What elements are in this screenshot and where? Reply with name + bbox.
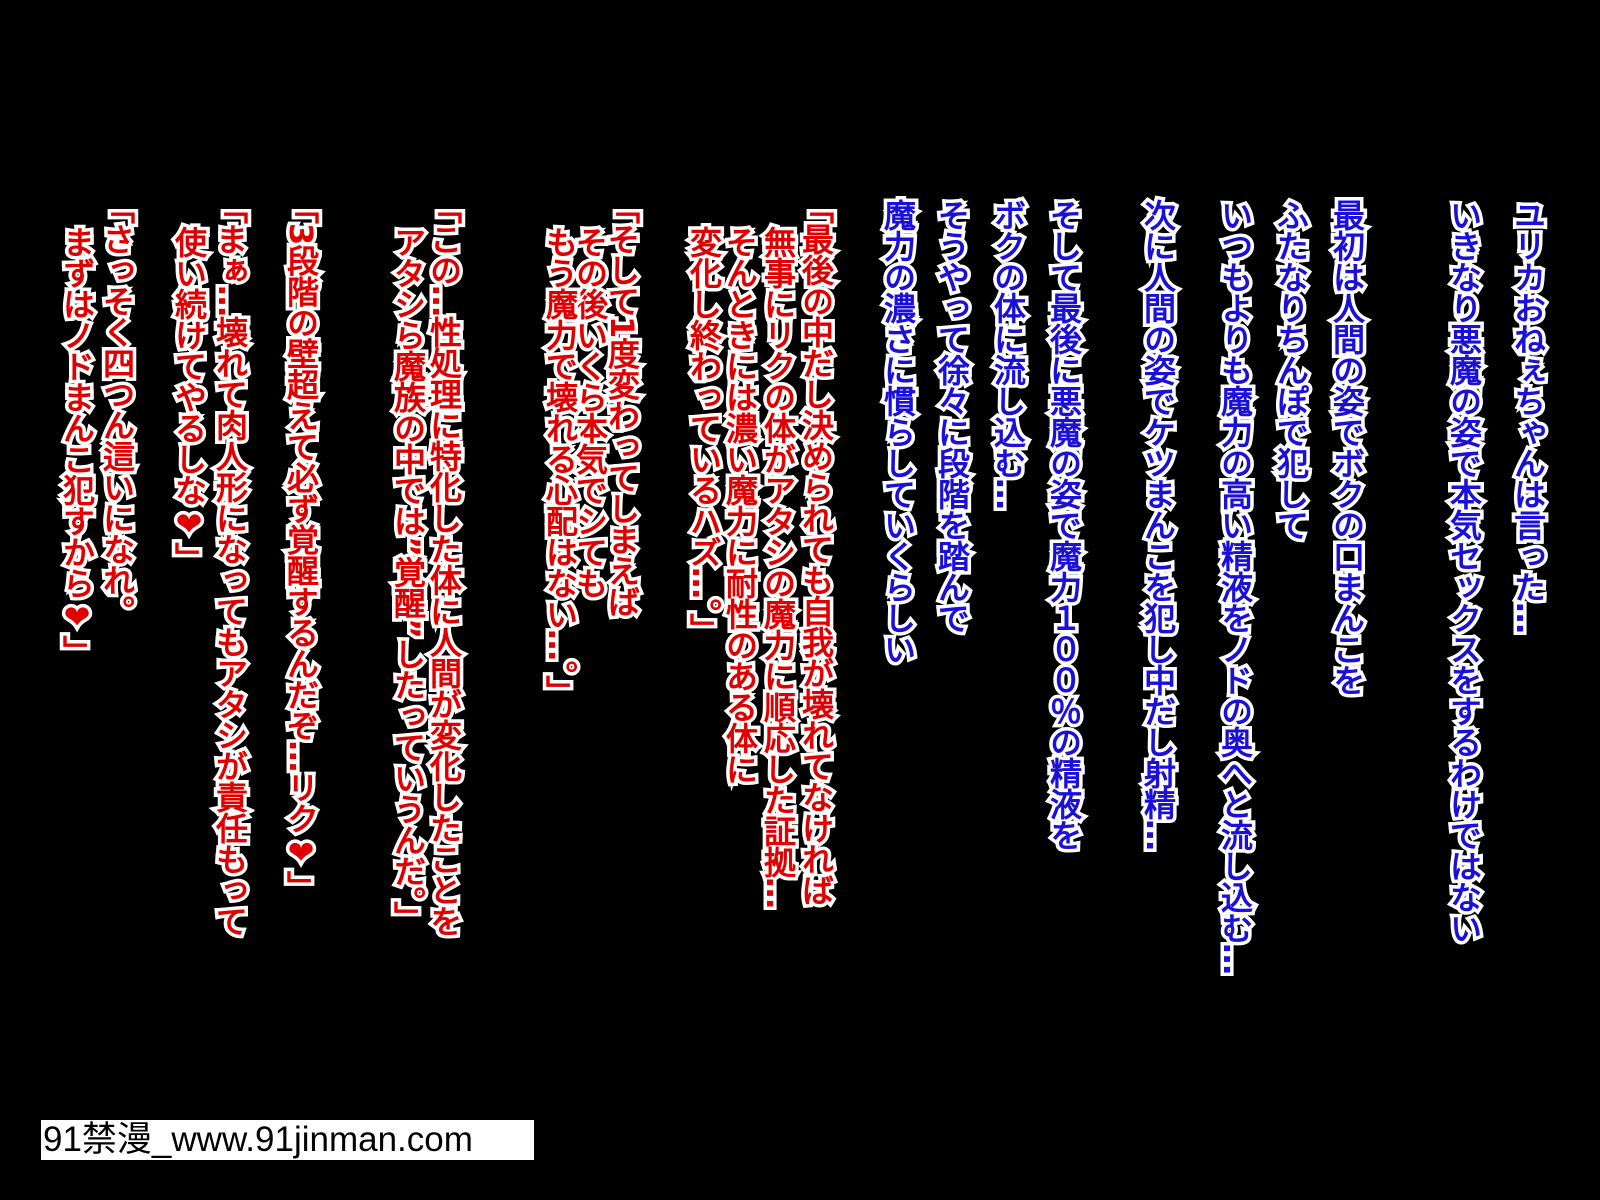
text-column: 「最後の中だし決められても自我が壊れてなければ	[794, 189, 839, 909]
text-column: 次に人間の姿でケツまんこを犯し中だし射精…	[1136, 196, 1181, 854]
text-column: いつもよりも魔力の高い精液をノドの奥へと流し込む…	[1213, 196, 1258, 978]
text-column: ユリカおねぇちゃんは言った…	[1506, 196, 1551, 637]
text-column: まずはノドまんこ犯すから❤」	[55, 223, 100, 670]
text-column: 「そして1度変わってしまえば	[600, 188, 645, 619]
text-column: そうやって徐々に段階を踏んで	[930, 196, 975, 637]
text-column: アタシら魔族の中では”覚醒”したっていうんだ。」	[386, 222, 431, 935]
text-column: 魔力の濃さに慣らしていくらしい	[876, 196, 921, 668]
text-column: ボクの体に流し込む…	[986, 196, 1031, 513]
text-column: いきなり悪魔の姿で本気セックスをするわけではない	[1442, 196, 1487, 947]
text-column: 変化し終わっているハズ…。」	[682, 223, 727, 648]
text-column: そんときには濃い魔力に耐性のある体に	[718, 223, 763, 788]
text-column: そして最後に悪魔の姿で魔力１００％の精液を	[1042, 196, 1087, 854]
text-column: 「さっそく四つん這いになれ。	[95, 189, 140, 630]
text-column: 無事にリクの体がアタシの魔力に順応した証拠…	[756, 223, 801, 912]
text-column: もう魔力で壊れる心配はない…。」	[538, 223, 583, 710]
text-column: 使い続けてやるしな❤」	[167, 223, 212, 577]
text-column: 「この…性処理に特化した体に人間が変化したことを	[422, 189, 467, 940]
text-column: ふたなりちんぽで犯して	[1269, 196, 1314, 544]
text-column: その後いくら本気でシても	[568, 223, 613, 602]
text-column: 「まぁ…壊れて肉人形になってもアタシが責任もって	[208, 189, 253, 940]
text-column: 「3段階の壁超えて必ず覚醒するんだぞ…リク❤」	[279, 188, 324, 904]
watermark: 91禁漫_www.91jinman.com	[41, 1120, 534, 1160]
text-column: 最初は人間の姿でボクの口まんこを	[1325, 196, 1370, 699]
